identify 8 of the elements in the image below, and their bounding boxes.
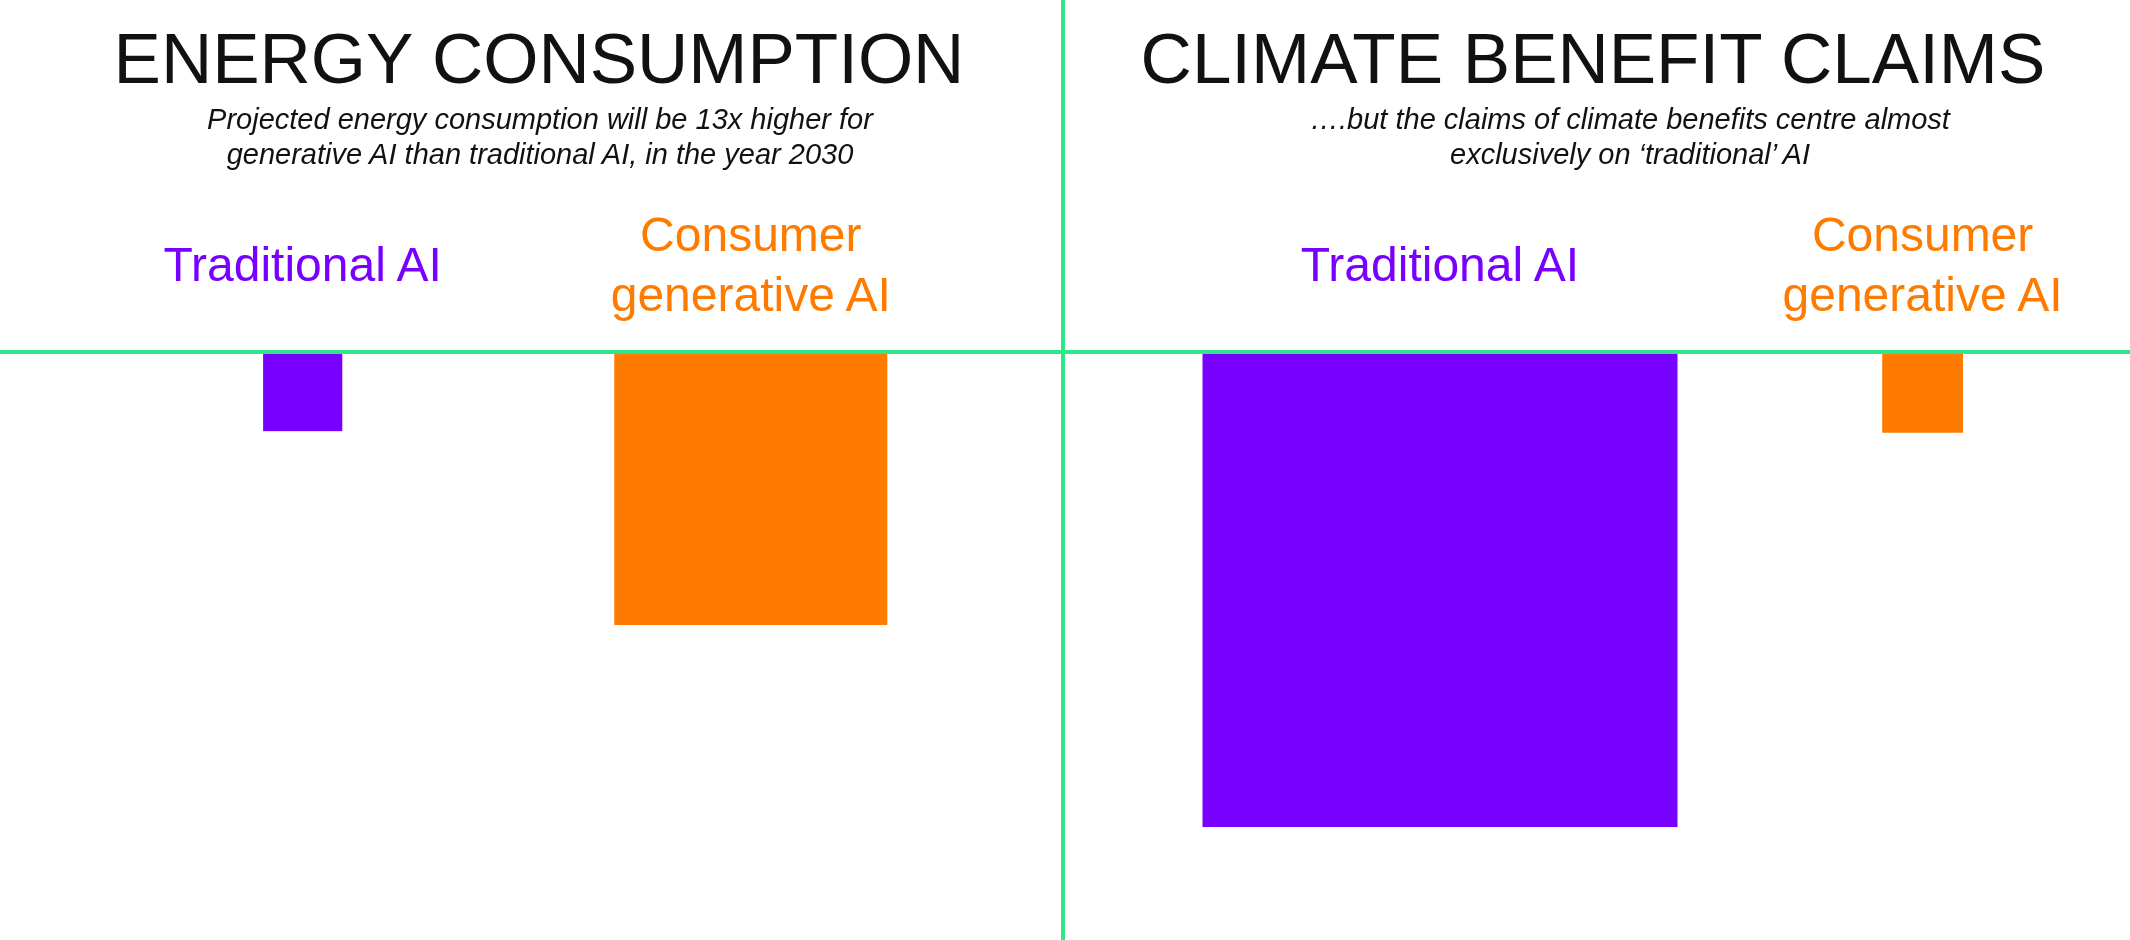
chart-subtitle: Projected energy consumption will be 13x higher for generative AI than traditional AI, in the year 2030 [207,103,875,170]
chart-title: CLIMATE BENEFIT CLAIMS [1140,19,2046,98]
chart-title: ENERGY CONSUMPTION [113,19,965,98]
x-tick-label: Traditional AI [1300,238,1580,291]
x-tick-label: Consumer generative AI [610,208,891,321]
chart-subtitle: ….but the claims of climate benefits centre almost exclusively on ‘traditional’ AI [1310,103,1952,170]
x-tick-label: Traditional AI [163,238,442,291]
x-tick-label: Consumer generative AI [1782,208,2063,321]
